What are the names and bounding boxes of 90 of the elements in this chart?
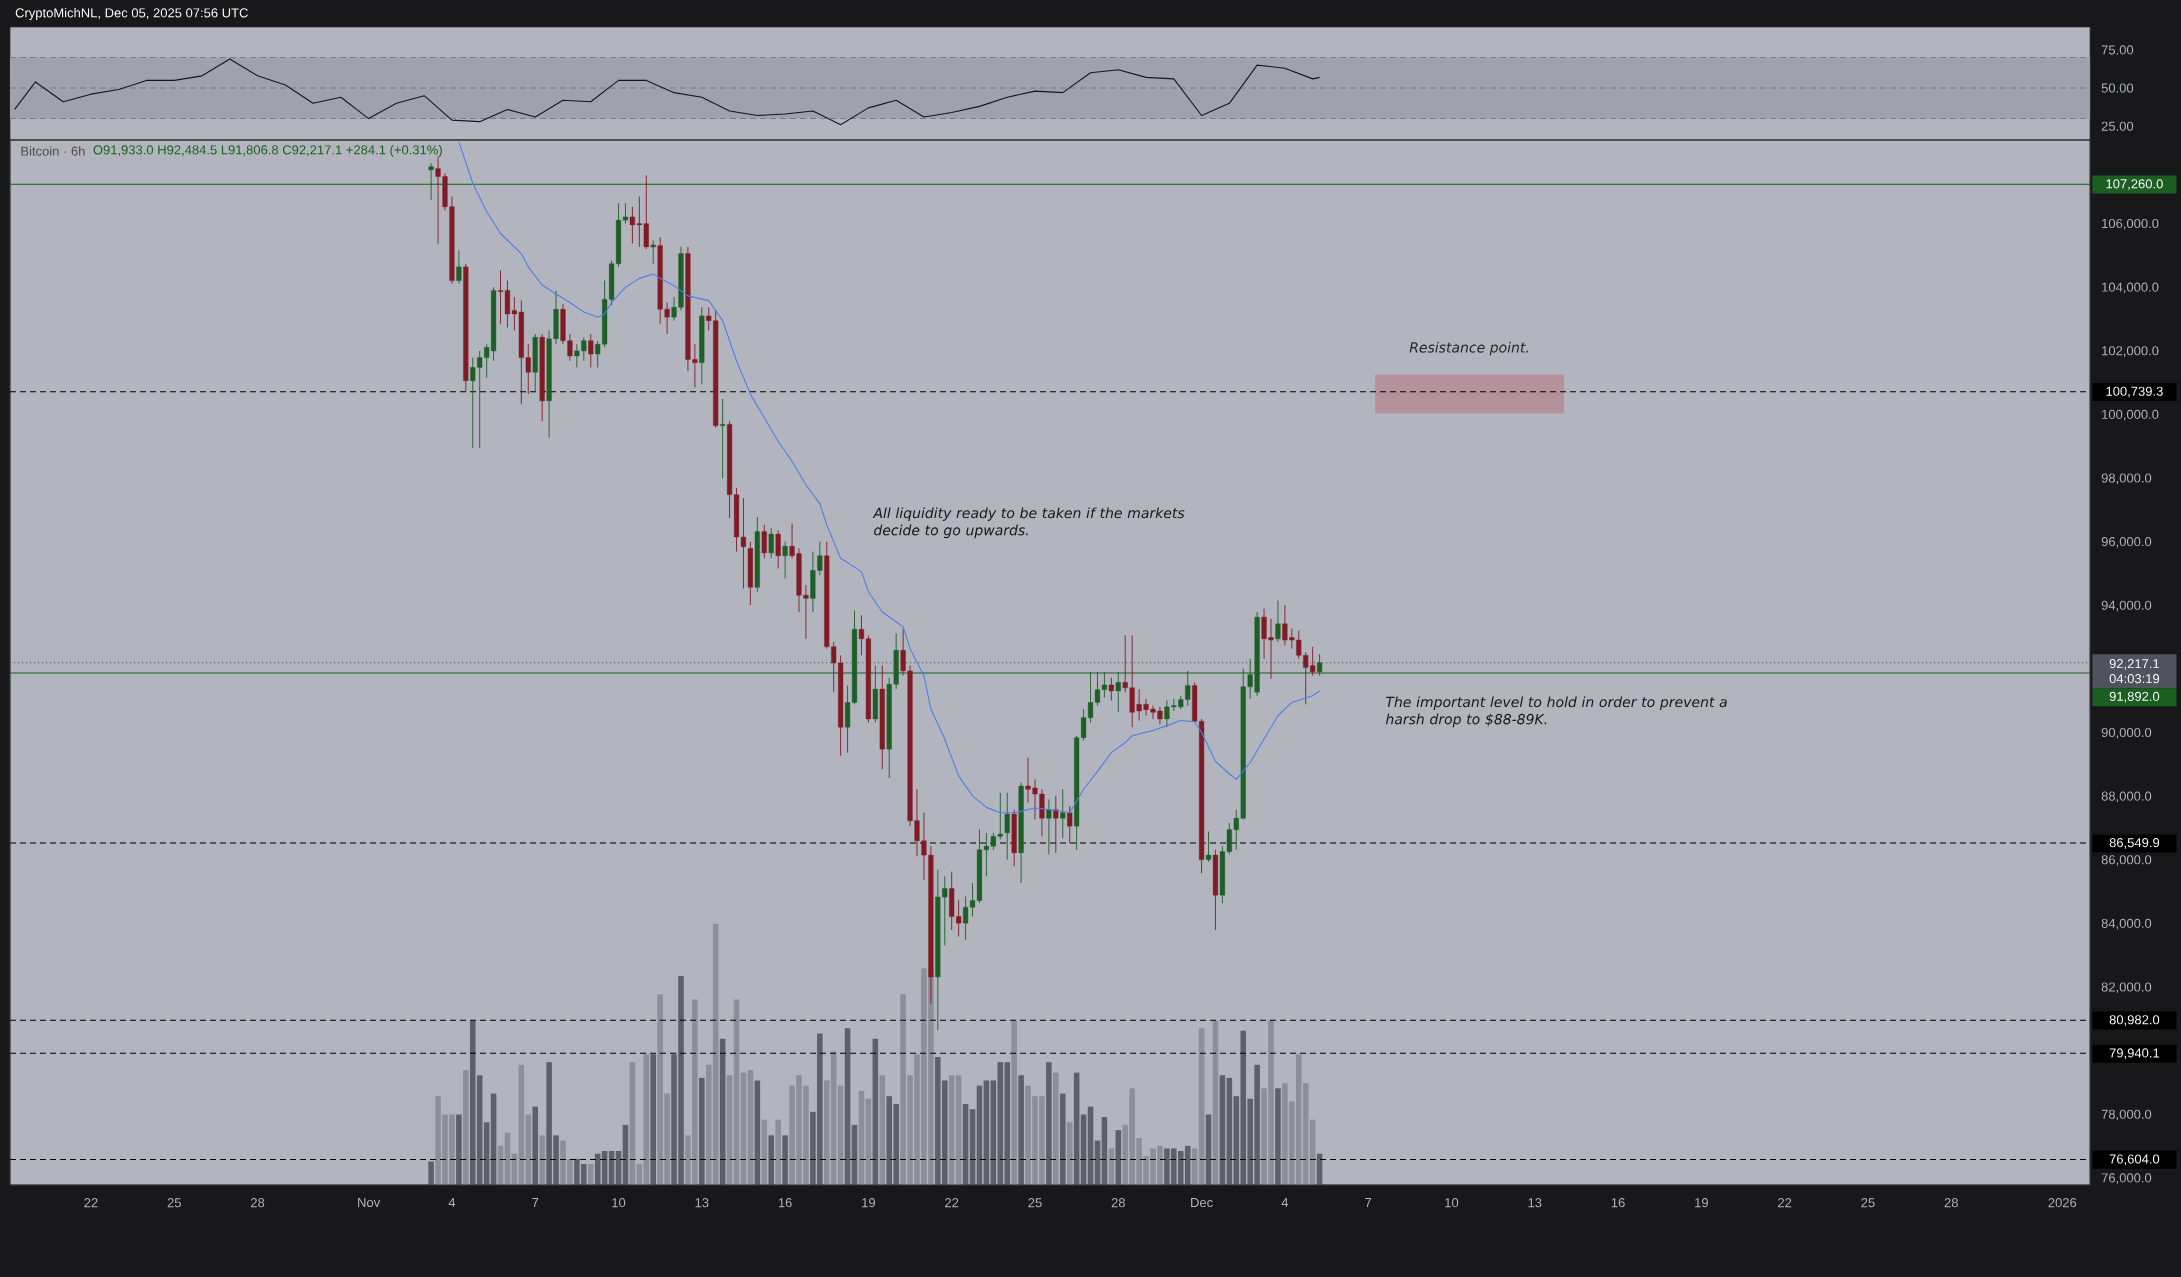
x-tick-label: 19 bbox=[862, 1198, 876, 1208]
bar bbox=[1046, 1062, 1052, 1185]
y-tick-label: 100,000.0 bbox=[2102, 409, 2159, 421]
candlestick bbox=[1053, 795, 1059, 854]
x-tick-label: 19 bbox=[1695, 1198, 1708, 1208]
y-tick-label: 94,000.0 bbox=[2101, 600, 2152, 612]
x-tick-label: 10 bbox=[612, 1198, 626, 1208]
band-label: Resistance point. bbox=[1409, 341, 1529, 356]
annotation: O91,933.0 H92,484.5 L91,806.8 C92,217.1 +284.1 (+0.31%) bbox=[93, 144, 442, 158]
annotation: The important level to hold in order to prevent a harsh drop to $88-89K. bbox=[1385, 696, 1727, 728]
x-tick-label: 2026 bbox=[2048, 1198, 2077, 1208]
bar bbox=[1059, 1093, 1066, 1185]
x-tick-label: 7 bbox=[532, 1198, 539, 1207]
x-tick-label: 22 bbox=[1778, 1198, 1792, 1208]
ref-line-label: 91,892.0 bbox=[2109, 691, 2160, 703]
ref-line-label: 100,739.3 bbox=[2106, 386, 2163, 398]
y-tick-label: 76,000.0 bbox=[2101, 1173, 2152, 1184]
text: CryptoMichNL, Dec 05, 2025 07:56 UTC bbox=[15, 7, 248, 21]
x-tick-label: 10 bbox=[1445, 1198, 1459, 1208]
candlestick bbox=[782, 541, 788, 579]
x-tick-label: 16 bbox=[1611, 1198, 1625, 1208]
candlestick bbox=[761, 524, 767, 559]
ref-line-label: 79,940.1 bbox=[2109, 1048, 2160, 1060]
bar bbox=[463, 1070, 469, 1185]
x-tick-label: 28 bbox=[1944, 1198, 1958, 1208]
x-tick-label: 25 bbox=[167, 1198, 181, 1208]
y-tick-label: 104,000.0 bbox=[2102, 282, 2159, 294]
x-tick-label: 4 bbox=[448, 1198, 456, 1207]
x-tick-label: 4 bbox=[1281, 1198, 1289, 1207]
candlestick bbox=[1046, 798, 1052, 855]
candlestick bbox=[1067, 805, 1073, 844]
x-tick-label: 22 bbox=[945, 1198, 959, 1208]
y-tick-label: 106,000.0 bbox=[2102, 218, 2159, 230]
x-tick-label: 25 bbox=[1028, 1198, 1042, 1208]
ref-line-label: 86,549.9 bbox=[2109, 838, 2160, 849]
bar bbox=[768, 1135, 775, 1185]
line-series bbox=[14, 58, 1321, 126]
ref-line-label: 80,982.0 bbox=[2109, 1015, 2160, 1026]
y-tick-label: 86,000.0 bbox=[2101, 855, 2152, 866]
y-tick-label: 78,000.0 bbox=[2101, 1109, 2152, 1121]
x-tick-label: 28 bbox=[1111, 1198, 1125, 1208]
x-tick-label: 25 bbox=[1861, 1198, 1875, 1208]
bar bbox=[587, 1164, 594, 1185]
x-tick-label: Dec bbox=[1191, 1198, 1213, 1208]
bar bbox=[532, 1106, 538, 1185]
ref-line-label: 107,260.0 bbox=[2106, 179, 2163, 190]
candlestick bbox=[1108, 677, 1114, 701]
candlestick bbox=[1205, 831, 1212, 863]
y-tick-label: 90,000.0 bbox=[2101, 727, 2152, 739]
y-tick-label: 75.00 bbox=[2101, 45, 2134, 55]
x-tick-label: 7 bbox=[1365, 1198, 1372, 1207]
candlestick bbox=[1060, 788, 1066, 839]
x-tick-label: 22 bbox=[84, 1198, 98, 1208]
x-tick-label: 13 bbox=[1528, 1198, 1542, 1208]
ref-line-label: 76,604.0 bbox=[2109, 1154, 2160, 1166]
y-tick-label: 102,000.0 bbox=[2102, 346, 2159, 357]
candlestick bbox=[1004, 792, 1010, 860]
x-tick-label: 16 bbox=[778, 1198, 792, 1208]
bar bbox=[456, 1114, 462, 1185]
candlestick bbox=[456, 249, 462, 285]
x-tick-label: 28 bbox=[251, 1198, 265, 1208]
bar bbox=[699, 1077, 705, 1185]
candlestick bbox=[775, 529, 781, 569]
y-tick-label: 82,000.0 bbox=[2101, 982, 2152, 994]
y-tick-label: 96,000.0 bbox=[2101, 537, 2152, 548]
bar bbox=[428, 1161, 434, 1185]
bar bbox=[775, 1119, 781, 1185]
chart-title: Bitcoin · 6h bbox=[21, 146, 85, 156]
bar bbox=[539, 1135, 545, 1185]
candlestick bbox=[768, 527, 774, 559]
bar bbox=[650, 1054, 656, 1185]
x-tick-label: Nov bbox=[358, 1198, 381, 1208]
y-tick-label: 25.00 bbox=[2101, 121, 2134, 131]
bar bbox=[782, 1135, 788, 1185]
candlestick bbox=[1275, 600, 1281, 643]
bar bbox=[1275, 1088, 1281, 1185]
ref-line-label: 92,217.1 bbox=[2109, 659, 2160, 670]
text: 04:03:19 bbox=[2109, 674, 2160, 684]
annotation: All liquidity ready to be taken if the markets decide to go upwards. bbox=[872, 507, 1185, 539]
bar bbox=[1053, 1072, 1059, 1185]
y-tick-label: 50.00 bbox=[2101, 83, 2134, 93]
bar bbox=[1018, 1075, 1024, 1185]
y-tick-label: 98,000.0 bbox=[2101, 473, 2152, 485]
candlestick bbox=[650, 239, 656, 265]
bar bbox=[1011, 1020, 1017, 1185]
y-tick-label: 88,000.0 bbox=[2101, 791, 2152, 803]
x-tick-label: 13 bbox=[695, 1198, 709, 1208]
candlestick bbox=[588, 333, 594, 368]
y-tick-label: 84,000.0 bbox=[2101, 918, 2152, 930]
candlestick bbox=[720, 398, 726, 479]
